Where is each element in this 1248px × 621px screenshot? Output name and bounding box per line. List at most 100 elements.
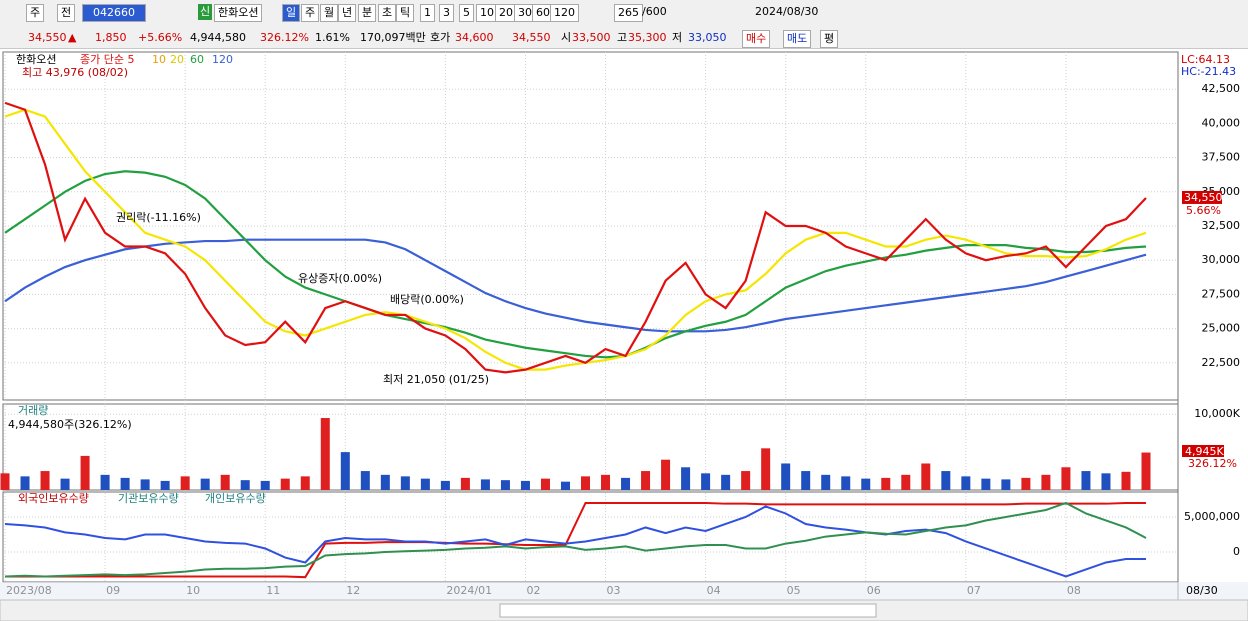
quote-item: 34,550 [512,31,551,44]
quote-item[interactable]: 매수 [742,30,771,48]
series-line [4,101,1147,374]
toolbar-item[interactable]: 120 [550,4,579,22]
series-line [4,501,1147,578]
annotation: 최저 21,050 (01/25) [383,373,489,386]
volume-bar [861,478,871,490]
toolbar-item[interactable]: 주 [301,4,320,22]
quote-item: 33,500 [572,31,611,44]
volume-bar [641,471,651,490]
volume-bar [360,471,370,490]
volume-bar [1101,473,1111,490]
toolbar-item[interactable]: 042660 [82,4,146,22]
toolbar-item[interactable]: 3 [439,4,454,22]
volume-bar [821,474,831,490]
toolbar-item[interactable]: 30 [514,4,536,22]
y-tick-label: 22,500 [1202,356,1241,369]
volume-bar [681,467,691,490]
toolbar-item[interactable]: 1 [420,4,435,22]
toolbar-item[interactable]: 265 [614,4,643,22]
volume-bar [581,476,591,490]
volume-bar [1081,471,1091,490]
series-line [5,501,1146,579]
volume-bar [180,476,190,490]
volume-bar [100,474,110,490]
volume-bar [300,476,310,490]
volume-ratio: 326.12% [1188,457,1237,470]
quote-item[interactable]: 평 [820,30,839,48]
toolbar-item[interactable]: 분 [358,4,377,22]
annotation: 배당락(0.00%) [390,293,464,306]
quote-item: 고 [617,31,628,44]
y-tick-label: 32,500 [1202,219,1241,232]
panel-frame [2,403,1179,491]
volume-bar [801,471,811,490]
toolbar-item[interactable]: 5 [459,4,474,22]
toolbar-item[interactable]: 년 [338,4,357,22]
volume-bar [0,473,10,490]
quote-item: 33,050 [688,31,727,44]
toolbar-item[interactable]: 신 [198,4,213,20]
last-price: 34,550 [1184,191,1223,204]
volume-bar [621,477,631,490]
volume-bar [941,471,951,490]
quote-item: 저 [672,31,683,44]
volume-bar [560,481,570,490]
corner-label: HC:-21.43 [1181,65,1236,78]
volume-bar [961,476,971,490]
legend-entry: 120 [212,53,233,66]
last-price-box [1182,190,1222,204]
volume-bar [260,480,270,490]
y-tick-label: 25,000 [1202,322,1241,335]
volume-bar [240,480,250,490]
y-tick-label: 42,500 [1202,82,1241,95]
volume-bar [781,463,791,490]
quote-item: 1,850 [95,31,127,44]
volume-bar [220,474,230,490]
chart: 2023/08091011122024/010203040506070808/3… [0,51,1248,621]
toolbar-item[interactable]: 20 [495,4,517,22]
volume-bar [1141,452,1151,490]
toolbar-item[interactable]: 틱 [396,4,415,22]
volume-bar [901,474,911,490]
y-tick-label: 5,000,000 [1184,510,1240,523]
volume-bar [881,477,891,490]
volume-bar [440,480,450,490]
volume-bar [841,476,851,490]
toolbar-item[interactable]: 일 [282,4,301,22]
last-change: 5.66% [1186,204,1221,217]
annotation: 권리락(-11.16%) [116,211,201,224]
volume-bar [520,480,530,490]
y-tick-label: 30,000 [1202,253,1241,266]
toolbar-item[interactable]: 2024/08/30 [755,5,819,18]
volume-bar [200,478,210,490]
quote-bar: 34,550 ▲ 1,850 +5.66% 4,944,580 326.12% 1.61% 1… [0,28,1248,49]
legend-entry: 외국인보유수량 [18,492,89,505]
volume-bar [120,477,130,490]
toolbar-item[interactable]: 월 [320,4,339,22]
volume-bar [921,463,931,490]
legend-entry: 개인보유수량 [205,492,266,505]
toolbar-item[interactable]: /600 [642,5,667,18]
toolbar-item[interactable]: 전 [57,4,76,22]
legend-entry: 20 [170,53,184,66]
volume-bar [280,478,290,490]
quote-item[interactable]: 매도 [783,30,812,48]
y-tick-label: 10,000K [1194,407,1240,420]
legend-entry: 기관보유수량 [118,492,179,505]
legend-entry: 60 [190,53,204,66]
volume-bar [741,471,751,490]
legend-entry: 종가 단순 5 [80,53,134,66]
legend-entry: 10 [152,53,166,66]
toolbar-item[interactable]: 주 [26,4,45,22]
volume-bar [500,480,510,490]
annotation: 유상증자(0.00%) [298,272,382,285]
volume-bar [400,476,410,490]
toolbar-item[interactable]: 초 [378,4,397,22]
volume-bar [420,478,430,490]
x-end-label: 08/30 [1186,584,1218,597]
volume-bar [721,474,731,490]
quote-item: 호가 [430,31,451,44]
volume-bar [661,459,671,490]
toolbar-item[interactable]: 한화오션 [214,4,263,22]
